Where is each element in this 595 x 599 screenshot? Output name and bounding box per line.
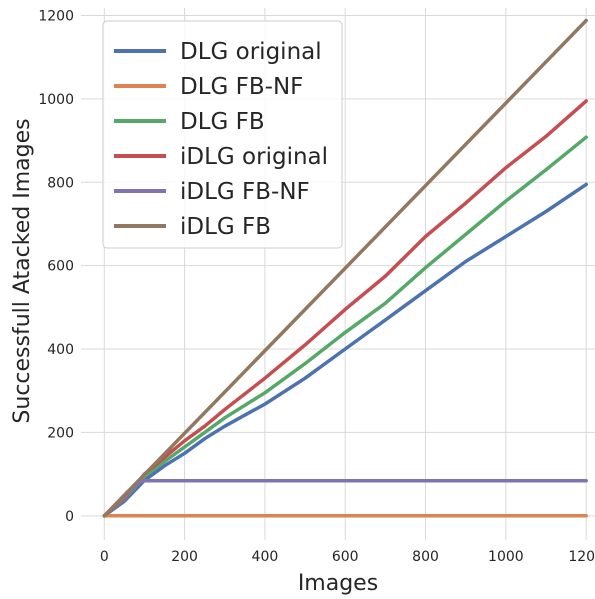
- legend-label: iDLG FB: [180, 214, 271, 240]
- series-line: [102, 18, 588, 518]
- x-tick-label: 0: [100, 549, 109, 565]
- x-tick-label: 1200: [568, 549, 595, 565]
- y-tick-label: 1200: [38, 9, 74, 25]
- legend-label: DLG original: [180, 39, 322, 65]
- x-tick-label: 400: [252, 549, 279, 565]
- x-axis-label: Images: [298, 571, 378, 596]
- x-tick-labels: 0 200 400 600 800 1000 1200: [100, 549, 595, 565]
- x-tick-label: 200: [171, 549, 198, 565]
- legend-label: DLG FB: [180, 109, 265, 135]
- legend: DLG original DLG FB-NF DLG FB iDLG original…: [102, 20, 343, 249]
- legend-label: iDLG FB-NF: [180, 179, 310, 205]
- y-tick-label: 200: [47, 425, 74, 441]
- x-tick-label: 1000: [488, 549, 524, 565]
- legend-label: iDLG original: [180, 144, 328, 170]
- series-lines: [102, 18, 588, 518]
- y-tick-label: 600: [47, 259, 74, 275]
- y-tick-label: 400: [47, 342, 74, 358]
- x-tick-label: 600: [332, 549, 359, 565]
- x-tick-label: 800: [412, 549, 439, 565]
- series-line: [102, 182, 588, 518]
- y-tick-labels: 0 200 400 600 800 1000 1200: [38, 9, 74, 525]
- series-line: [102, 135, 588, 518]
- legend-label: DLG FB-NF: [180, 74, 303, 100]
- y-axis-label: Successfull Atacked Images: [10, 118, 35, 423]
- y-tick-label: 0: [65, 509, 74, 525]
- y-tick-label: 1000: [38, 92, 74, 108]
- y-tick-label: 800: [47, 175, 74, 191]
